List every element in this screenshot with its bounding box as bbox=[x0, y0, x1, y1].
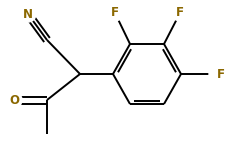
Text: N: N bbox=[23, 7, 33, 21]
Circle shape bbox=[6, 92, 22, 108]
Circle shape bbox=[107, 5, 123, 21]
Text: O: O bbox=[9, 94, 19, 107]
Text: F: F bbox=[111, 7, 119, 20]
Circle shape bbox=[172, 5, 188, 21]
Circle shape bbox=[209, 66, 225, 82]
Text: F: F bbox=[217, 67, 225, 80]
Circle shape bbox=[20, 6, 36, 22]
Text: F: F bbox=[176, 7, 184, 20]
